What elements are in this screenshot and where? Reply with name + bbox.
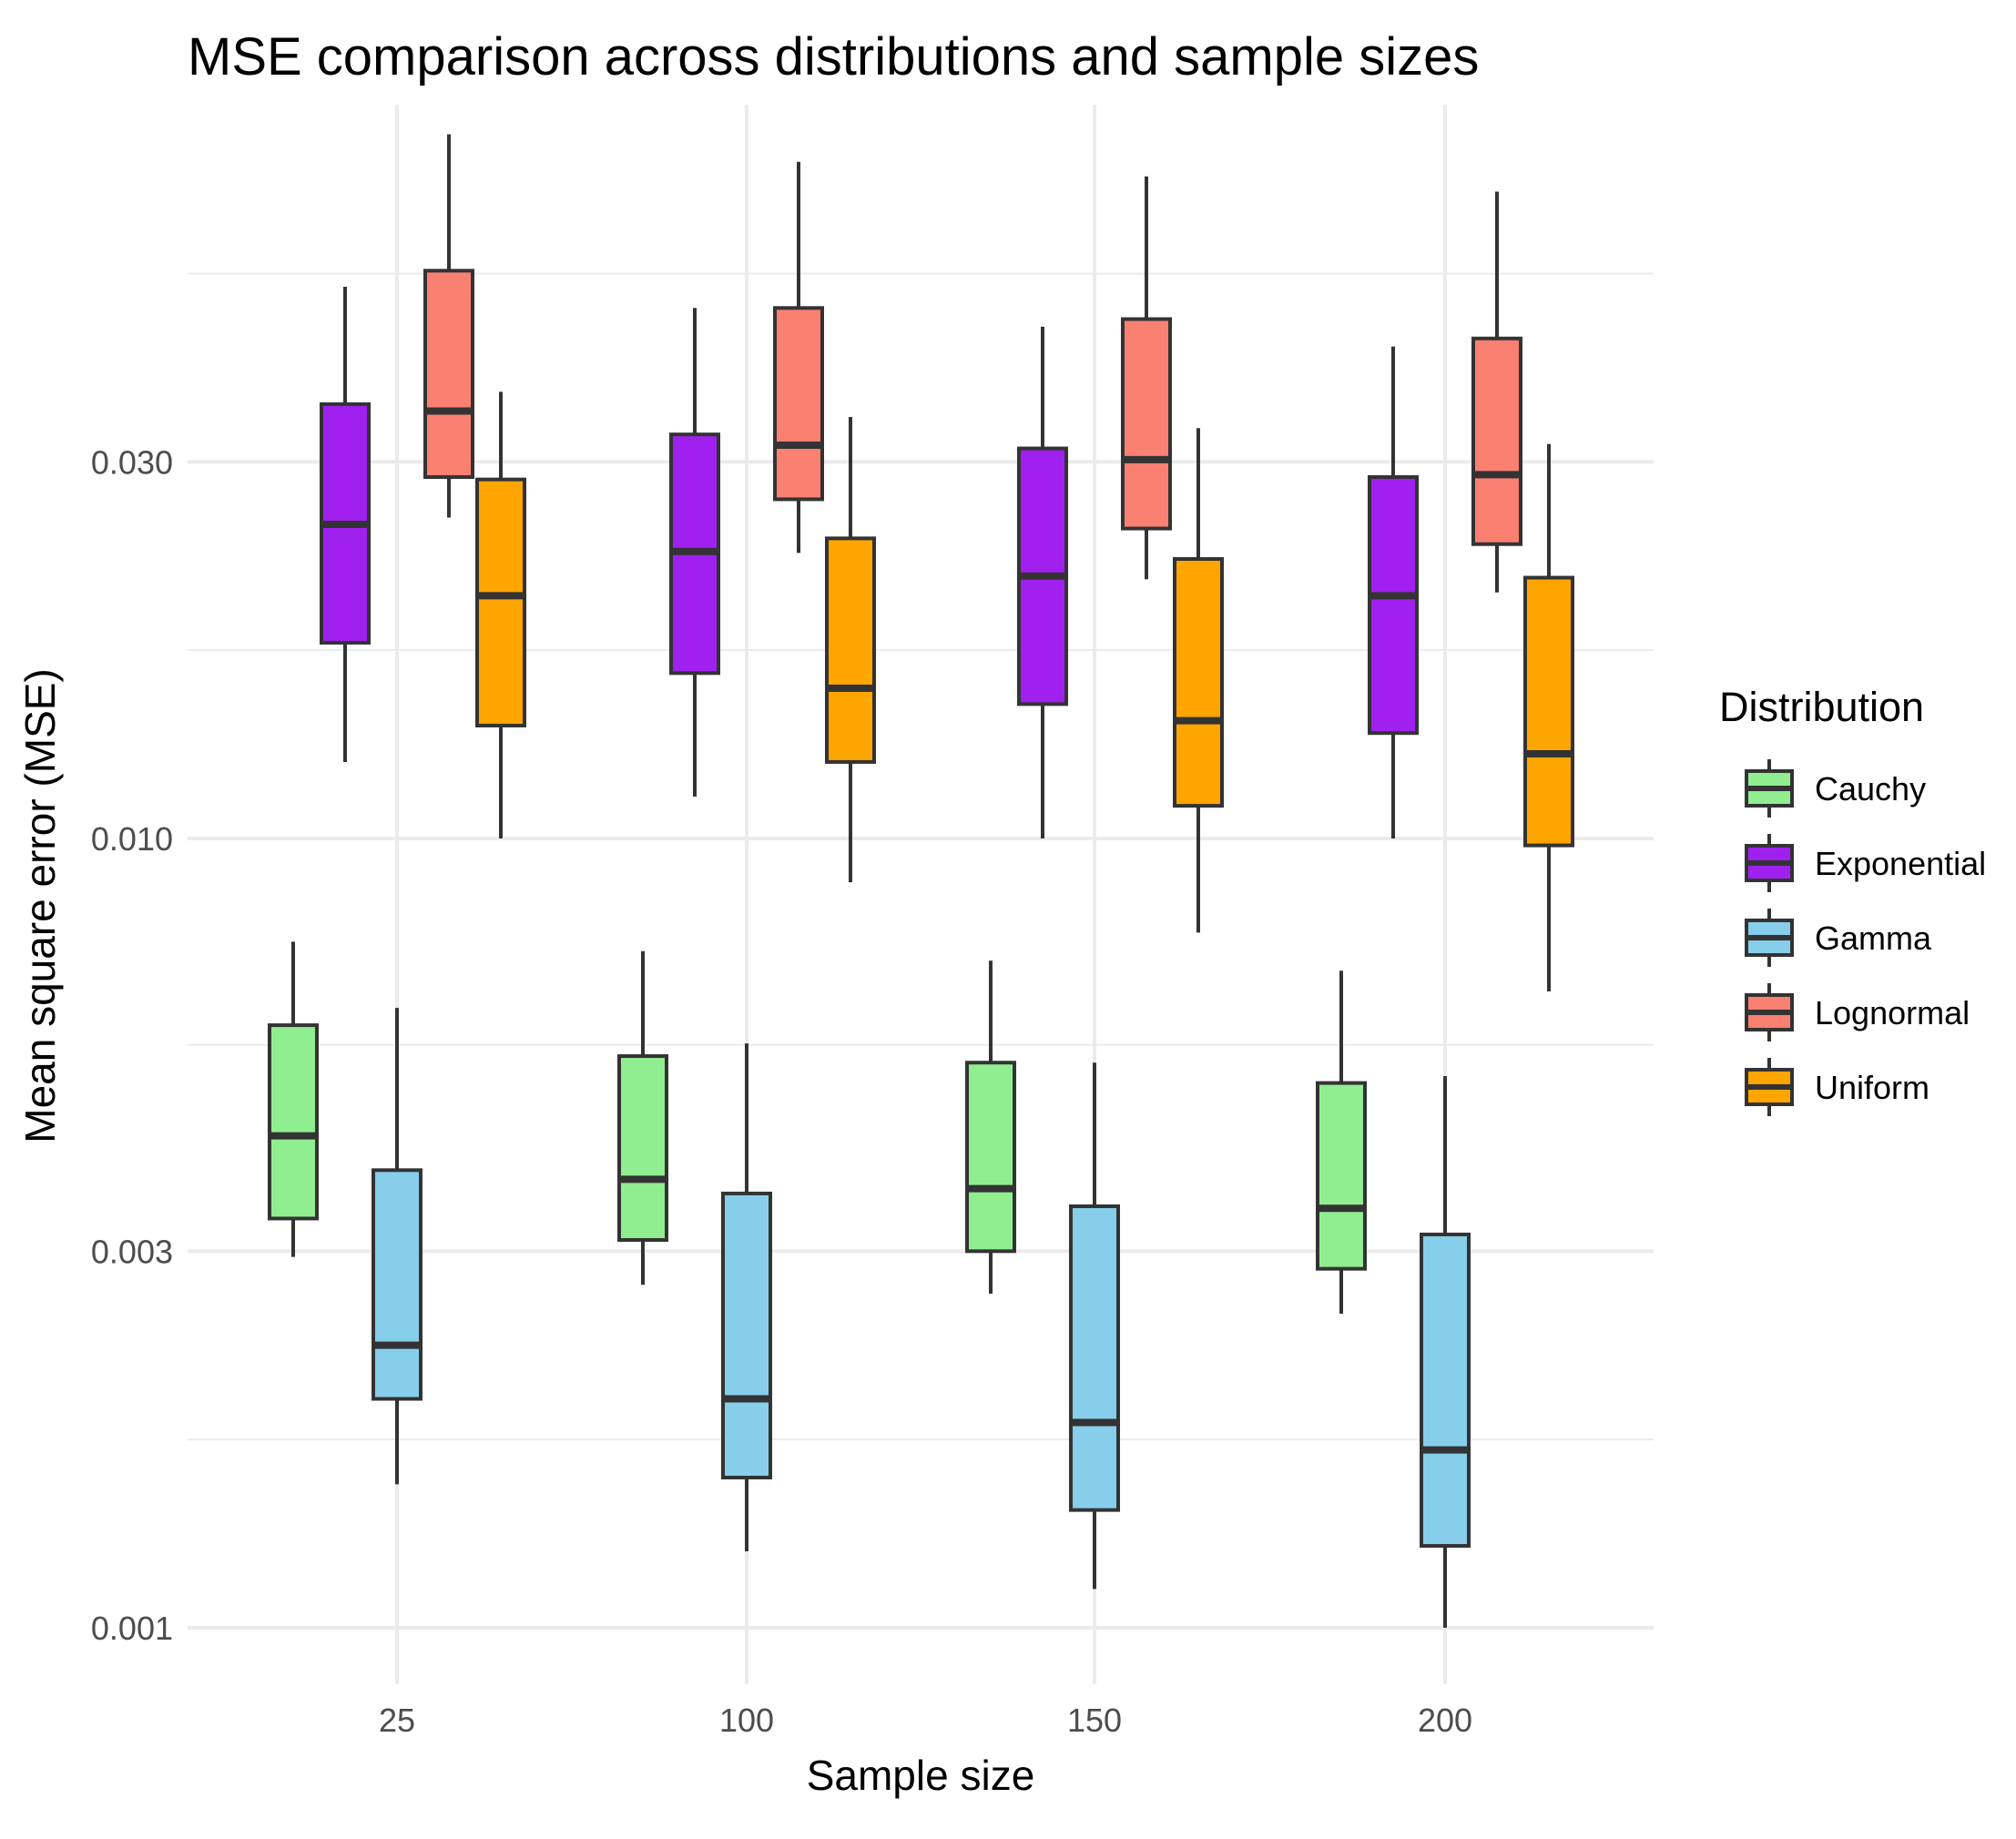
box-body xyxy=(372,1168,423,1401)
legend: Distribution Cauchy Exponential Gamma Logno… xyxy=(1719,684,1986,1116)
box-exponential-25 xyxy=(320,286,371,762)
box-gamma-150 xyxy=(1069,1062,1120,1590)
legend-item-cauchy: Cauchy xyxy=(1745,759,1926,818)
box-gamma-25 xyxy=(372,1008,423,1485)
box-lognormal-150 xyxy=(1121,176,1172,580)
legend-item-gamma: Gamma xyxy=(1745,909,1932,967)
box-body xyxy=(1173,556,1224,808)
box-body xyxy=(773,306,824,502)
x-axis-title: Sample size xyxy=(807,1752,1035,1799)
legend-label: Uniform xyxy=(1815,1069,1929,1106)
box-body xyxy=(268,1023,319,1221)
box-cauchy-200 xyxy=(1316,970,1367,1314)
box-body xyxy=(825,536,876,764)
box-exponential-200 xyxy=(1368,346,1419,838)
legend-item-exponential: Exponential xyxy=(1745,834,1986,892)
box-gamma-200 xyxy=(1420,1075,1471,1628)
y-tick-label: 0.030 xyxy=(91,443,173,481)
box-uniform-25 xyxy=(475,391,526,838)
x-tick-label: 25 xyxy=(379,1702,415,1739)
box-uniform-100 xyxy=(825,416,876,883)
box-uniform-150 xyxy=(1173,428,1224,933)
legend-label: Gamma xyxy=(1815,920,1932,957)
legend-title: Distribution xyxy=(1719,684,1924,730)
y-axis-title: Mean square error (MSE) xyxy=(16,668,64,1143)
box-body xyxy=(1069,1204,1120,1512)
box-body xyxy=(1471,336,1522,546)
box-gamma-100 xyxy=(721,1043,772,1551)
box-body xyxy=(965,1061,1016,1254)
legend-item-lognormal: Lognormal xyxy=(1745,983,1970,1041)
y-tick-label: 0.003 xyxy=(91,1233,173,1270)
box-body xyxy=(721,1191,772,1479)
legend-label: Cauchy xyxy=(1815,770,1926,808)
box-body xyxy=(475,477,526,728)
chart-title: MSE comparison across distributions and … xyxy=(188,27,1479,86)
box-body xyxy=(1316,1081,1367,1271)
box-cauchy-150 xyxy=(965,960,1016,1295)
box-cauchy-100 xyxy=(617,950,668,1285)
box-body xyxy=(1420,1232,1471,1549)
box-exponential-150 xyxy=(1017,326,1068,838)
x-tick-label: 100 xyxy=(719,1702,774,1739)
x-tick-label: 200 xyxy=(1418,1702,1472,1739)
box-uniform-200 xyxy=(1523,443,1574,992)
legend-label: Lognormal xyxy=(1815,994,1970,1031)
box-body xyxy=(1523,575,1574,848)
box-cauchy-25 xyxy=(268,941,319,1257)
y-tick-label: 0.001 xyxy=(91,1610,173,1647)
plot-panel: 0.001 0.003 0.010 0.030 25 100 150 200 xyxy=(91,105,1654,1739)
box-lognormal-200 xyxy=(1471,191,1522,593)
y-tick-label: 0.010 xyxy=(91,820,173,858)
box-body xyxy=(1368,475,1419,736)
box-exponential-100 xyxy=(669,308,720,797)
legend-item-uniform: Uniform xyxy=(1745,1058,1929,1116)
box-lognormal-100 xyxy=(773,161,824,554)
box-body xyxy=(617,1054,668,1242)
box-body xyxy=(423,269,474,480)
box-body xyxy=(1121,317,1172,531)
x-tick-label: 150 xyxy=(1067,1702,1122,1739)
legend-label: Exponential xyxy=(1815,845,1986,882)
box-lognormal-25 xyxy=(423,134,474,518)
